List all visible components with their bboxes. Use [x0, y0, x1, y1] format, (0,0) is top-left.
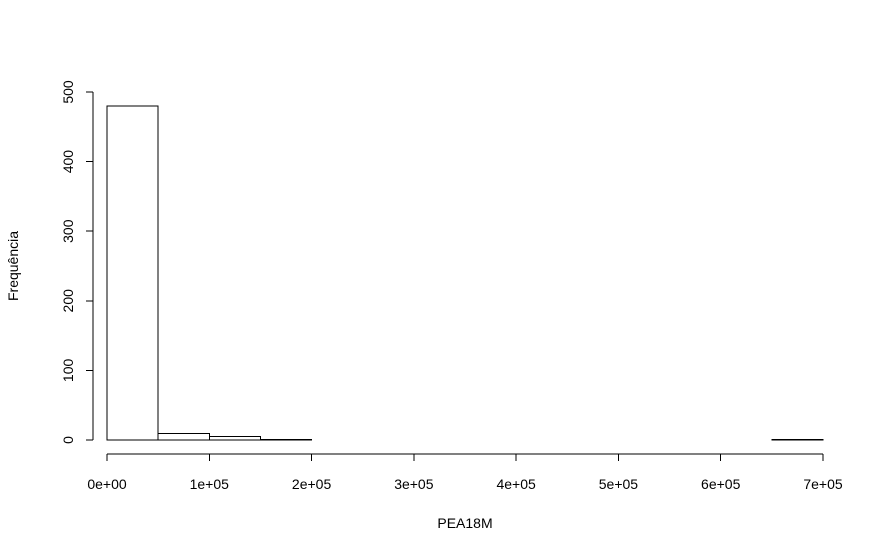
histogram-bar [208, 436, 261, 441]
y-tick-label: 200 [60, 289, 76, 313]
x-tick-label: 1e+05 [190, 476, 230, 492]
histogram-bar [259, 438, 313, 441]
y-tick-label: 0 [60, 436, 76, 444]
histogram-bar [106, 105, 159, 441]
x-tick-label: 5e+05 [599, 476, 639, 492]
y-tick-label: 400 [60, 150, 76, 174]
y-tick-label: 100 [60, 359, 76, 383]
x-tick-label: 7e+05 [803, 476, 843, 492]
y-tick-label: 300 [60, 219, 76, 243]
histogram-bar [157, 433, 210, 441]
x-axis-label: PEA18M [437, 515, 492, 531]
x-tick-label: 4e+05 [496, 476, 536, 492]
x-tick-label: 3e+05 [394, 476, 434, 492]
histogram-bar [771, 438, 824, 441]
y-axis-label: Frequência [5, 231, 21, 301]
x-axis: 0e+00 1e+05 2e+05 3e+05 4e+05 5e+05 6e+05 7e+05 [87, 453, 843, 492]
y-axis: 0 100 200 300 400 500 [60, 80, 94, 444]
histogram-bars [106, 105, 824, 441]
x-tick-label: 6e+05 [701, 476, 741, 492]
x-tick-label: 0e+00 [87, 476, 127, 492]
x-tick-label: 2e+05 [292, 476, 332, 492]
y-tick-label: 500 [60, 80, 76, 104]
